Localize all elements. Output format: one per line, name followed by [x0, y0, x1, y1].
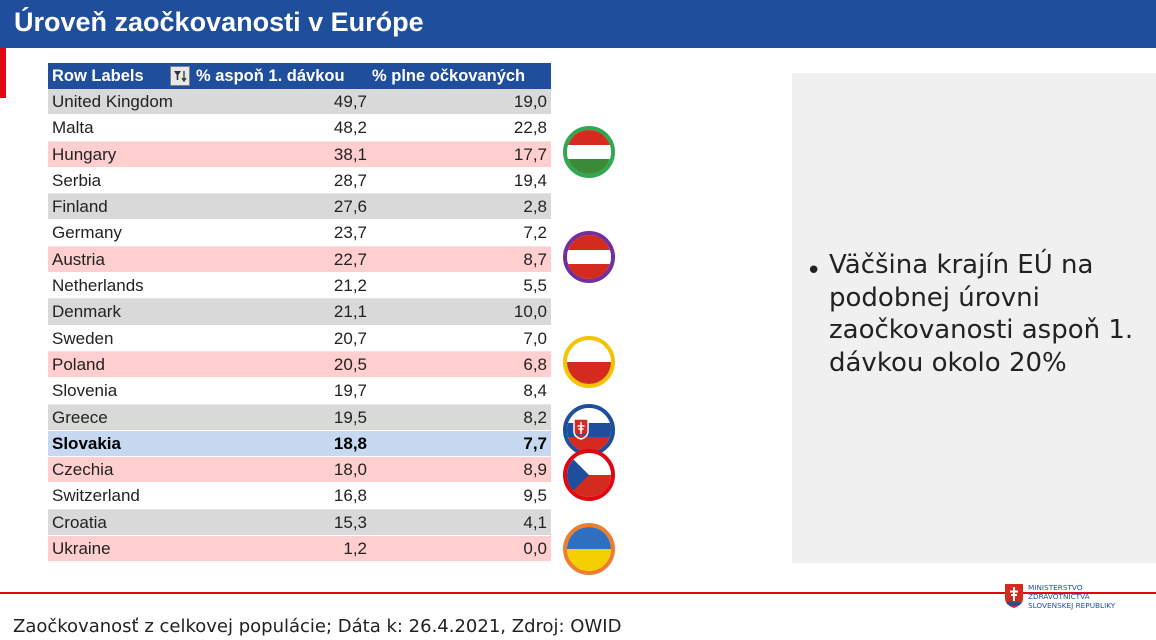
country-cell: Croatia	[52, 512, 107, 532]
first-dose-cell: 28,7	[333, 170, 367, 190]
footer-source: Zaočkovanosť z celkovej populácie; Dáta …	[13, 616, 622, 637]
first-dose-cell: 18,0	[333, 460, 367, 480]
first-dose-cell: 38,1	[333, 144, 367, 164]
table-row[interactable]: Greece 19,5 8,2	[48, 404, 551, 431]
fully-vaccinated-cell: 8,9	[523, 460, 547, 480]
bullet-icon: •	[806, 256, 822, 286]
fully-vaccinated-cell: 17,7	[513, 144, 547, 164]
fully-vaccinated-cell: 8,4	[523, 381, 547, 401]
first-dose-cell: 18,8	[333, 433, 367, 453]
table-row[interactable]: Austria 22,7 8,7	[48, 246, 551, 274]
fully-vaccinated-cell: 22,8	[513, 118, 547, 138]
country-cell: Switzerland	[52, 486, 140, 506]
table-row[interactable]: United Kingdom 49,7 19,0	[48, 89, 551, 116]
filter-sort-icon[interactable]	[170, 66, 190, 86]
first-dose-cell: 15,3	[333, 512, 367, 532]
table-row[interactable]: Netherlands 21,2 5,5	[48, 273, 551, 300]
table-row[interactable]: Serbia 28,7 19,4	[48, 167, 551, 195]
page-title: Úroveň zaočkovanosti v Európe	[14, 7, 424, 37]
fully-vaccinated-cell: 2,8	[523, 197, 547, 217]
fully-vaccinated-cell: 7,2	[523, 223, 547, 243]
country-cell: Ukraine	[52, 539, 111, 559]
column-header-fully-vaccinated[interactable]: % plne očkovaných	[372, 67, 526, 85]
first-dose-cell: 23,7	[333, 223, 367, 243]
first-dose-cell: 22,7	[333, 249, 367, 269]
first-dose-cell: 20,7	[333, 328, 367, 348]
table-row[interactable]: Czechia 18,0 8,9	[48, 457, 551, 484]
country-cell: Czechia	[52, 460, 114, 480]
column-header-first-dose[interactable]: % aspoň 1. dávkou	[196, 67, 345, 85]
table-row[interactable]: Switzerland 16,8 9,5	[48, 483, 551, 510]
first-dose-cell: 19,5	[333, 407, 367, 427]
fully-vaccinated-cell: 7,7	[523, 433, 547, 453]
table-row[interactable]: Denmark 21,1 10,0	[48, 299, 551, 326]
table-row[interactable]: Sweden 20,7 7,0	[48, 325, 551, 352]
country-cell: Germany	[52, 223, 122, 243]
ministry-name: MINISTERSTVO ZDRAVOTNÍCTVA SLOVENSKEJ RE…	[1028, 583, 1116, 610]
column-header-row-labels[interactable]: Row Labels	[52, 67, 144, 85]
fully-vaccinated-cell: 4,1	[523, 512, 547, 532]
table-row[interactable]: Finland 27,6 2,8	[48, 194, 551, 221]
first-dose-cell: 16,8	[333, 486, 367, 506]
title-bar: Úroveň zaočkovanosti v Európe	[0, 0, 1156, 48]
fully-vaccinated-cell: 0,0	[523, 539, 547, 559]
country-cell: Austria	[52, 249, 105, 269]
country-cell: Malta	[52, 118, 94, 138]
table-row[interactable]: Slovakia 18,8 7,7	[48, 430, 551, 458]
fully-vaccinated-cell: 8,7	[523, 249, 547, 269]
ukraine-flag-icon	[563, 523, 615, 575]
country-cell: Sweden	[52, 328, 114, 348]
country-cell: Poland	[52, 354, 105, 374]
summary-panel: • Väčšina krajín EÚ na podobnej úrovni z…	[792, 73, 1156, 563]
pivot-table: Row Labels % aspoň 1. dávkou % plne očko…	[48, 63, 551, 563]
poland-flag-icon	[563, 336, 615, 388]
first-dose-cell: 48,2	[333, 118, 367, 138]
table-row[interactable]: Slovenia 19,7 8,4	[48, 378, 551, 405]
first-dose-cell: 21,2	[333, 276, 367, 296]
country-cell: Greece	[52, 407, 108, 427]
first-dose-cell: 1,2	[343, 539, 367, 559]
czechia-flag-icon	[563, 449, 615, 501]
fully-vaccinated-cell: 6,8	[523, 354, 547, 374]
country-cell: Denmark	[52, 302, 121, 322]
first-dose-cell: 19,7	[333, 381, 367, 401]
country-cell: United Kingdom	[52, 92, 173, 111]
fully-vaccinated-cell: 7,0	[523, 328, 547, 348]
country-cell: Serbia	[52, 170, 102, 190]
table-row[interactable]: Germany 23,7 7,2	[48, 220, 551, 247]
hungary-flag-icon	[563, 126, 615, 178]
fully-vaccinated-cell: 5,5	[523, 276, 547, 296]
table-row[interactable]: Ukraine 1,2 0,0	[48, 536, 551, 563]
country-cell: Slovenia	[52, 381, 118, 401]
fully-vaccinated-cell: 19,0	[513, 92, 547, 111]
first-dose-cell: 49,7	[333, 92, 367, 111]
country-cell: Hungary	[52, 144, 117, 164]
fully-vaccinated-cell: 9,5	[523, 486, 547, 506]
table-body: United Kingdom 49,7 19,0 Malta 48,2 22,8 Hunga…	[48, 89, 551, 563]
summary-bullet: Väčšina krajín EÚ na podobnej úrovni zao…	[829, 250, 1134, 378]
fully-vaccinated-cell: 10,0	[513, 302, 547, 322]
country-cell: Netherlands	[52, 276, 144, 296]
footer-divider	[0, 592, 1156, 594]
table-header: Row Labels % aspoň 1. dávkou % plne očko…	[48, 63, 551, 89]
fully-vaccinated-cell: 19,4	[513, 170, 547, 190]
austria-flag-icon	[563, 231, 615, 283]
fully-vaccinated-cell: 8,2	[523, 407, 547, 427]
country-cell: Finland	[52, 197, 108, 217]
slovak-emblem-icon	[1005, 584, 1023, 608]
table-row[interactable]: Poland 20,5 6,8	[48, 351, 551, 379]
red-accent-bar	[0, 48, 6, 98]
first-dose-cell: 20,5	[333, 354, 367, 374]
first-dose-cell: 21,1	[333, 302, 367, 322]
table-row[interactable]: Hungary 38,1 17,7	[48, 141, 551, 168]
country-cell: Slovakia	[52, 433, 121, 453]
table-row[interactable]: Croatia 15,3 4,1	[48, 509, 551, 537]
first-dose-cell: 27,6	[333, 197, 367, 217]
table-row[interactable]: Malta 48,2 22,8	[48, 115, 551, 142]
